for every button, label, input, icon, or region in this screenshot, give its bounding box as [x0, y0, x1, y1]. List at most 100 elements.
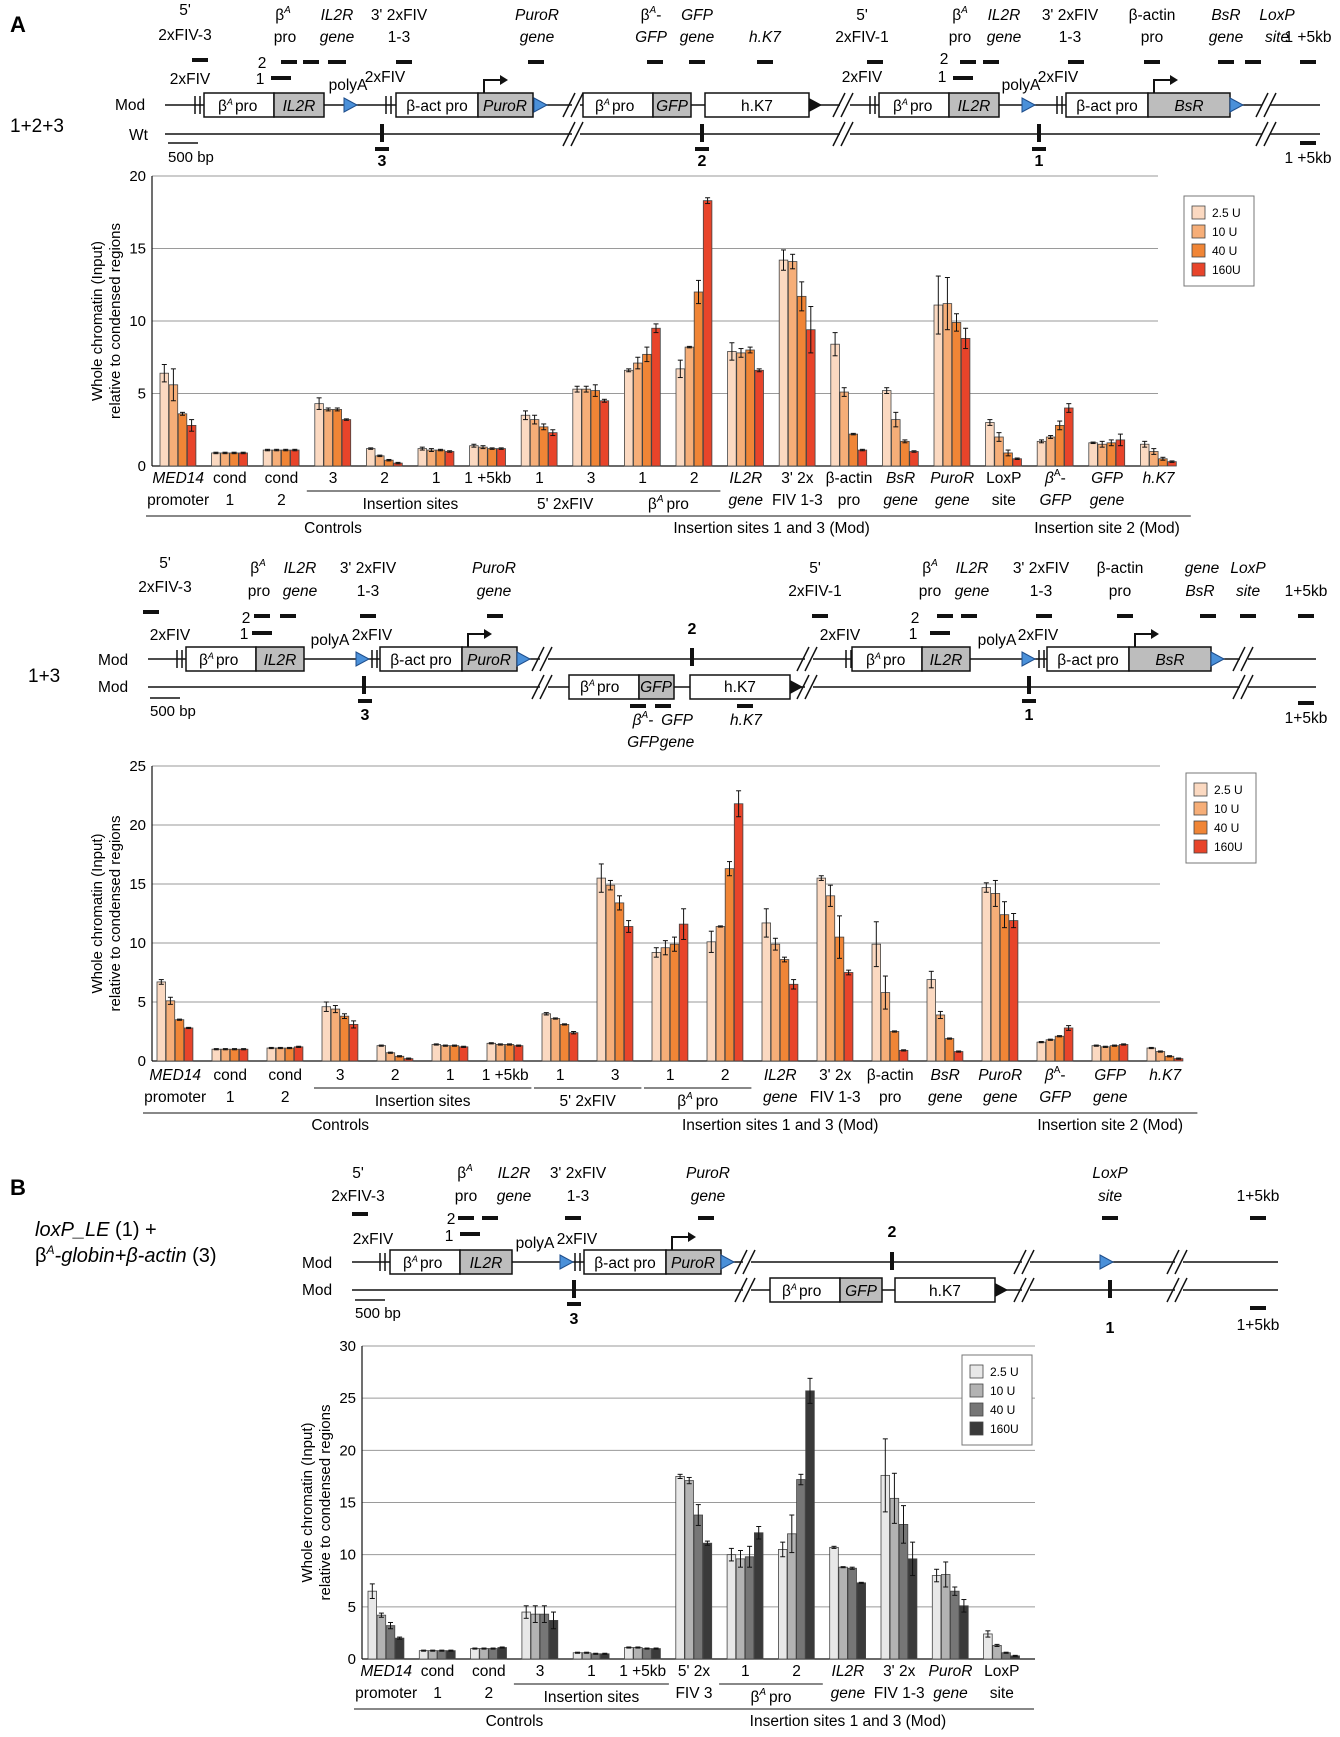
element-label: IL2R: [283, 98, 316, 115]
category-label: βA-: [1044, 468, 1066, 487]
bar: [513, 1045, 524, 1062]
group-label: Insertion site 2 (Mod): [1034, 520, 1180, 537]
element-label: GFP: [640, 679, 673, 696]
element-label: 2xFIV: [365, 69, 406, 86]
y-axis-label: relative to condensed regions: [317, 1405, 334, 1601]
subgroup-label-sup: A: [656, 494, 664, 505]
construct-map-2: 1+3 5' 2xFIV-3 βA pro IL2R gene 3' 2xFIV…: [28, 555, 1327, 751]
bar: [909, 451, 919, 467]
probe-number: 1: [938, 69, 947, 86]
element-label: 2xFIV: [150, 627, 191, 644]
bar: [983, 1633, 993, 1660]
legend-swatch: [969, 1421, 984, 1436]
probe-label: βA: [952, 5, 968, 24]
bar: [376, 1045, 387, 1062]
category-label-part: 1: [446, 1067, 455, 1084]
probe-label: βA: [250, 558, 266, 577]
bar: [642, 1648, 652, 1660]
probe-label: 1-3: [567, 1188, 589, 1205]
category-label-part: PuroR: [929, 1663, 973, 1680]
group-label: Controls: [304, 520, 362, 537]
category-label-line2: 2: [277, 492, 286, 509]
bar: [926, 979, 937, 1062]
track-label-wt: Wt: [129, 127, 149, 144]
bar: [446, 1650, 456, 1660]
probe-label: 5': [352, 1165, 364, 1182]
site-marker: 1: [1035, 153, 1044, 170]
category-label: 3' 2x: [781, 470, 814, 487]
element-label: h.K7: [724, 679, 756, 696]
legend-label: 2.5 U: [1214, 783, 1243, 797]
bar: [385, 1052, 396, 1062]
legend-label: 10 U: [1212, 225, 1237, 239]
legend-label: 40 U: [990, 1403, 1015, 1417]
bar: [754, 1532, 764, 1660]
element-label: PuroR: [483, 98, 527, 115]
bar: [651, 1648, 661, 1660]
subgroup-label-part: 5' 2xFIV: [537, 496, 594, 513]
probe-number: 1: [240, 626, 249, 643]
probe-label: βA-: [641, 5, 662, 24]
scale-label: 500 bp: [168, 149, 214, 166]
scale-label: 500 bp: [355, 1305, 401, 1322]
category-label-part: MED14: [149, 1067, 201, 1084]
category-label: MED14: [152, 470, 204, 487]
category-label-line2: gene: [1090, 492, 1125, 509]
category-label: BsR: [931, 1067, 960, 1084]
y-tick-label: 25: [129, 758, 146, 775]
bar: [520, 414, 531, 467]
category-label-line2: promoter: [147, 492, 209, 509]
probe-label: 2xFIV-1: [835, 29, 888, 46]
bar: [990, 893, 1001, 1062]
probe-label: pro: [919, 583, 941, 600]
track-label-mod: Mod: [115, 97, 145, 114]
y-tick-label: 0: [138, 458, 146, 475]
subgroup-label-part: Insertion sites: [544, 1689, 640, 1706]
bar: [165, 1000, 176, 1062]
bar: [568, 1032, 579, 1062]
probe-label: h.K7: [749, 29, 782, 46]
probe-labels: 5' 2xFIV-3 βA pro IL2R gene 3' 2xFIV 1-3…: [331, 1163, 1279, 1334]
probe-label: IL2R: [284, 560, 317, 577]
element-label: β-act pro: [1057, 652, 1118, 669]
probe-label: β-actin: [1097, 560, 1144, 577]
probe-label: PuroR: [515, 7, 559, 24]
category-label: 1: [587, 1663, 596, 1680]
category-label-line2: gene: [883, 492, 918, 509]
bar: [262, 449, 273, 467]
category-label-part: IL2R: [764, 1067, 797, 1084]
bar: [992, 1645, 1002, 1660]
probe-label: 3' 2xFIV: [1013, 560, 1070, 577]
category-label: cond: [265, 470, 299, 487]
bar: [889, 1031, 900, 1062]
probe-label: 2xFIV-3: [158, 27, 211, 44]
category-label-line2: gene: [983, 1089, 1018, 1106]
category-label: cond: [268, 1067, 302, 1084]
category-label: β-actin: [867, 1067, 914, 1084]
bar: [229, 452, 239, 467]
legend-label: 2.5 U: [990, 1365, 1019, 1379]
bar: [623, 926, 634, 1062]
y-tick-label: 10: [129, 313, 146, 330]
y-axis-label: relative to condensed regions: [107, 816, 124, 1012]
probe-label: 1 +5kb: [1285, 150, 1332, 167]
bar: [348, 1024, 359, 1062]
legend-swatch: [1193, 820, 1208, 835]
bar: [856, 1582, 867, 1660]
category-label: 3: [587, 470, 596, 487]
condition-label: 1+2+3: [10, 116, 64, 137]
category-label-part: LoxP: [986, 470, 1021, 487]
category-label: βA-: [1044, 1065, 1066, 1084]
bar: [1091, 1045, 1102, 1062]
y-tick-label: 20: [129, 168, 146, 185]
y-tick-label: 10: [129, 935, 146, 952]
track-label-mod2: Mod: [98, 679, 128, 696]
element-label: 2xFIV: [353, 1231, 394, 1248]
category-label: LoxP: [984, 1663, 1019, 1680]
subgroup-label: βA pro: [648, 494, 689, 513]
probe-label: 1+5kb: [1237, 1188, 1280, 1205]
category-label: 3: [536, 1663, 545, 1680]
bar: [266, 1047, 277, 1062]
y-tick-label: 20: [339, 1442, 356, 1459]
bar: [341, 419, 352, 467]
